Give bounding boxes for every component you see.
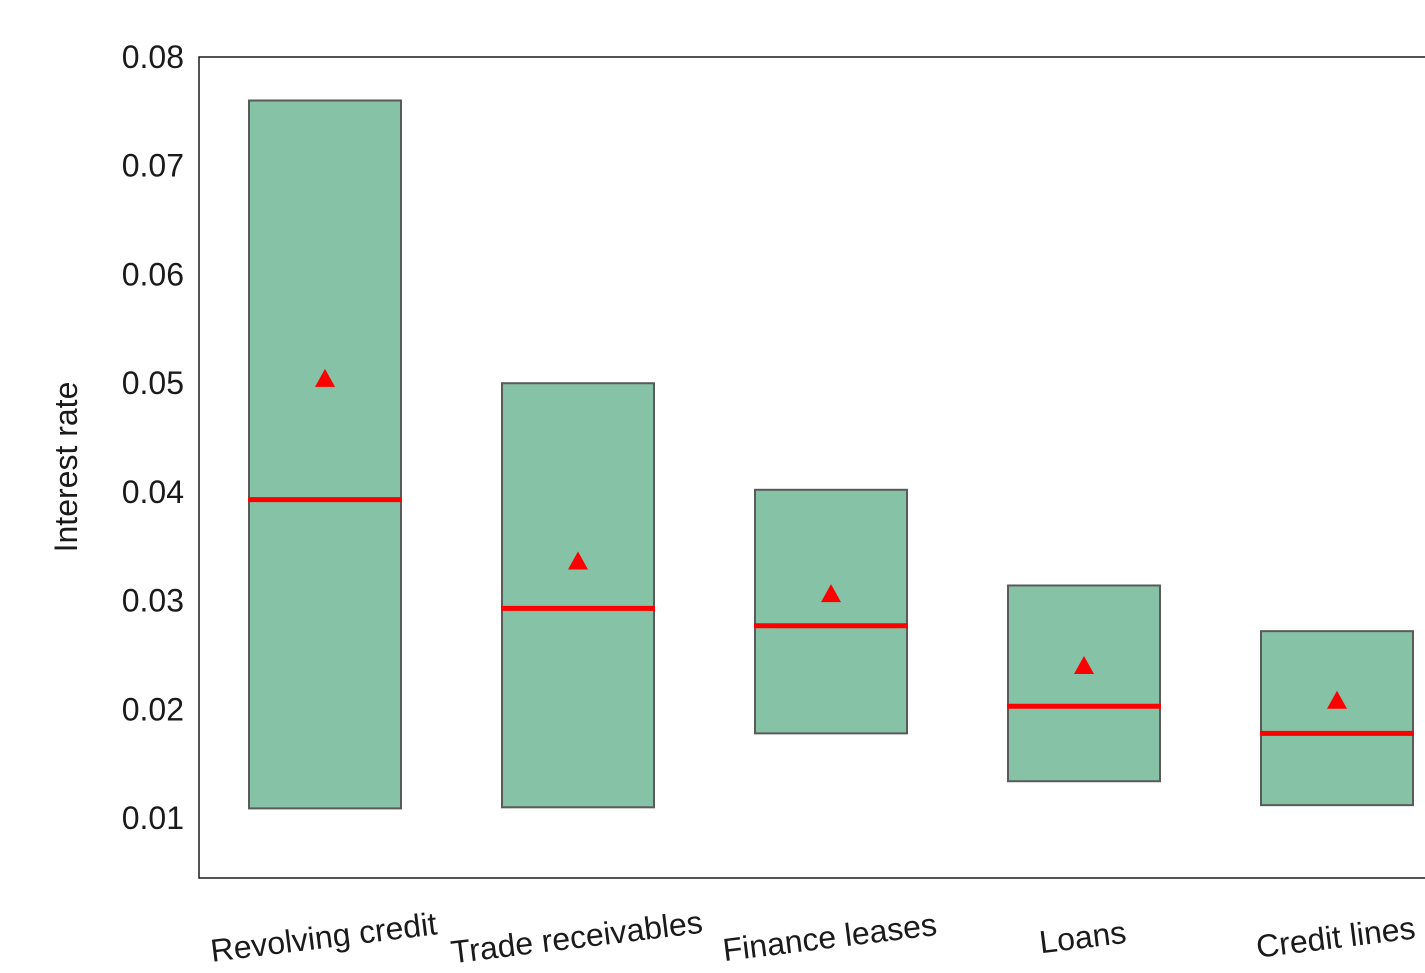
y-tick-label: 0.04 bbox=[122, 474, 184, 510]
mean-marker bbox=[821, 584, 841, 603]
y-tick-label: 0.08 bbox=[122, 39, 184, 75]
box bbox=[1260, 630, 1414, 807]
box bbox=[1007, 584, 1161, 783]
y-tick-label: 0.01 bbox=[122, 800, 184, 836]
mean-marker bbox=[1074, 655, 1094, 674]
x-tick-label: Loans bbox=[1037, 914, 1128, 960]
y-tick-label: 0.05 bbox=[122, 365, 184, 401]
box bbox=[248, 99, 402, 810]
mean-marker bbox=[315, 368, 335, 387]
y-axis-label: Interest rate bbox=[48, 382, 84, 553]
box bbox=[501, 382, 655, 809]
y-tick-label: 0.02 bbox=[122, 691, 184, 727]
x-tick-label: Credit lines bbox=[1254, 909, 1417, 964]
mean-marker bbox=[1327, 690, 1347, 709]
x-tick-label: Trade receivables bbox=[449, 904, 705, 971]
y-tick-label: 0.07 bbox=[122, 148, 184, 184]
mean-marker bbox=[568, 551, 588, 570]
x-tick-label: Revolving credit bbox=[208, 905, 438, 968]
y-tick-label: 0.06 bbox=[122, 256, 184, 292]
y-tick-label: 0.03 bbox=[122, 583, 184, 619]
box bbox=[754, 488, 908, 735]
plot-frame bbox=[198, 56, 1425, 879]
x-tick-label: Finance leases bbox=[721, 906, 939, 968]
